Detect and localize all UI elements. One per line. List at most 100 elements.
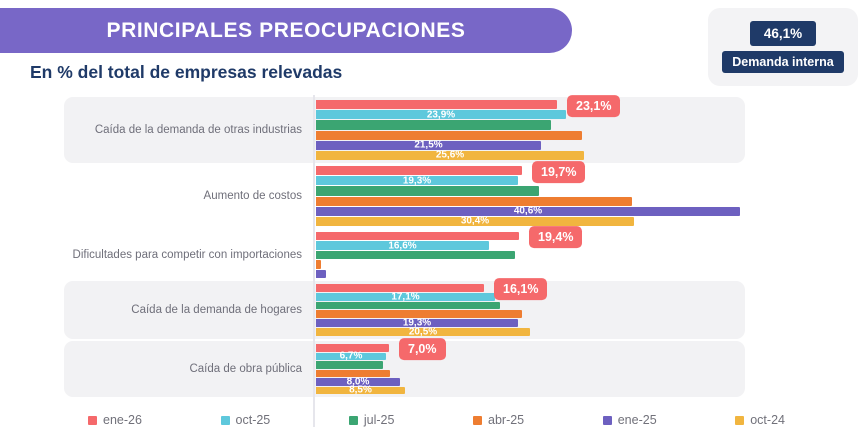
category-label: Caída de la demanda de otras industrias bbox=[94, 124, 302, 136]
legend-label: ene-25 bbox=[617, 413, 657, 427]
bar-row bbox=[316, 120, 862, 130]
legend-item-jul-25[interactable]: jul-25 bbox=[348, 413, 395, 427]
value-label-outside: 23,1% bbox=[567, 94, 621, 117]
bar-oct-24-cat4[interactable]: 20,5% bbox=[316, 326, 530, 338]
bar-jul-25-cat2[interactable] bbox=[316, 186, 539, 196]
category-label: Aumento de costos bbox=[203, 190, 302, 202]
bar-row bbox=[316, 301, 862, 310]
bar-row bbox=[316, 361, 862, 369]
value-label-inside: 40,6% bbox=[513, 205, 543, 217]
bar-ene-26-cat1[interactable] bbox=[316, 100, 557, 110]
bar-ene-26-cat4[interactable] bbox=[316, 284, 484, 292]
bar-ene-25-cat2[interactable]: 40,6% bbox=[316, 205, 740, 217]
legend-item-oct-24[interactable]: oct-24 bbox=[735, 413, 785, 427]
bar-row: 23,1% bbox=[316, 94, 862, 117]
bar-row: 23,9% bbox=[316, 109, 862, 121]
bar-row bbox=[316, 130, 862, 140]
chart-subtitle: En % del total de empresas relevadas bbox=[30, 62, 343, 82]
legend-item-ene-25[interactable]: ene-25 bbox=[602, 413, 657, 427]
bar-row: 21,5% bbox=[316, 139, 862, 151]
bar-ene-25-cat1[interactable]: 21,5% bbox=[316, 139, 541, 151]
bar-row: 6,7% bbox=[316, 350, 862, 362]
chart-legend: ene-26 oct-25 jul-25 abr-25 ene-25 oct-24 bbox=[88, 413, 785, 427]
demand-badge-value: 46,1% bbox=[749, 21, 817, 46]
bar-oct-25-cat1[interactable]: 23,9% bbox=[316, 109, 566, 121]
bar-row: 8,0% bbox=[316, 376, 862, 388]
bar-row: 8,5% bbox=[316, 384, 862, 396]
category-label: Caída de obra pública bbox=[189, 363, 302, 375]
value-label-inside: 16,6% bbox=[388, 240, 417, 252]
bar-abr-25-cat4[interactable] bbox=[316, 310, 522, 319]
page-title: PRINCIPALES PREOCUPACIONES bbox=[106, 18, 466, 42]
bar-row: 40,6% bbox=[316, 205, 862, 217]
bar-abr-25-cat5[interactable] bbox=[316, 369, 390, 377]
bar-row bbox=[316, 260, 862, 269]
bar-oct-25-cat4[interactable]: 17,1% bbox=[316, 291, 495, 303]
bar-row: 20,5% bbox=[316, 326, 862, 338]
bar-row: 30,4% bbox=[316, 215, 862, 227]
value-label-inside: 30,4% bbox=[460, 215, 490, 227]
bar-oct-25-cat3[interactable]: 16,6% bbox=[316, 240, 489, 252]
bar-row bbox=[316, 186, 862, 196]
value-label-inside: 21,5% bbox=[414, 139, 443, 151]
bar-oct-24-cat2[interactable]: 30,4% bbox=[316, 215, 634, 227]
bar-row bbox=[316, 196, 862, 206]
bar-ene-25-cat4[interactable]: 19,3% bbox=[316, 317, 518, 329]
title-banner: PRINCIPALES PREOCUPACIONES bbox=[0, 8, 572, 53]
bar-ene-26-cat5[interactable] bbox=[316, 344, 389, 352]
bar-row: 19,7% bbox=[316, 160, 862, 183]
bar-row: 16,1% bbox=[316, 278, 862, 301]
category-row: Caída de la demanda de otras industrias 2… bbox=[0, 94, 862, 163]
legend-item-ene-26[interactable]: ene-26 bbox=[88, 413, 142, 427]
bar-abr-25-cat1[interactable] bbox=[316, 130, 582, 140]
bar-jul-25-cat5[interactable] bbox=[316, 361, 383, 369]
bar-abr-25-cat2[interactable] bbox=[316, 196, 632, 206]
value-label-inside: 8,5% bbox=[349, 384, 372, 396]
demand-badge-card: 46,1% Demanda interna bbox=[708, 8, 858, 86]
bar-chart: Caída de la demanda de otras industrias 2… bbox=[0, 94, 862, 397]
bar-row bbox=[316, 369, 862, 377]
value-label-inside: 23,9% bbox=[426, 109, 456, 121]
legend-label: oct-24 bbox=[750, 413, 785, 427]
bar-oct-24-cat1[interactable]: 25,6% bbox=[316, 150, 584, 161]
value-label-inside: 6,7% bbox=[339, 350, 363, 362]
bar-ene-26-cat3[interactable] bbox=[316, 232, 519, 241]
bar-row: 19,3% bbox=[316, 317, 862, 329]
legend-label: jul-25 bbox=[363, 413, 395, 427]
legend-swatch-icon bbox=[220, 415, 230, 425]
bar-oct-25-cat5[interactable]: 6,7% bbox=[316, 350, 386, 362]
value-label-outside: 19,7% bbox=[532, 160, 586, 183]
demand-badge-label: Demanda interna bbox=[722, 51, 844, 73]
legend-swatch-icon bbox=[473, 415, 482, 425]
bar-jul-25-cat4[interactable] bbox=[316, 301, 500, 310]
legend-item-oct-25[interactable]: oct-25 bbox=[220, 413, 271, 427]
bar-ene-25-cat3[interactable] bbox=[316, 269, 326, 279]
bar-abr-25-cat3[interactable] bbox=[316, 260, 321, 269]
value-label-outside: 19,4% bbox=[529, 226, 583, 249]
category-label: Caída de la demanda de hogares bbox=[131, 304, 302, 316]
category-row: Aumento de costos 19,7% 19,3% 40,6% 30,4% bbox=[0, 160, 862, 229]
category-label: Dificultades para competir con importaci… bbox=[72, 249, 302, 261]
bar-jul-25-cat1[interactable] bbox=[316, 120, 551, 130]
legend-swatch-icon bbox=[88, 415, 97, 425]
bar-ene-26-cat2[interactable] bbox=[316, 166, 522, 176]
legend-swatch-icon bbox=[602, 415, 612, 425]
category-bars: 7,0% 6,7% 8,0% 8,5% bbox=[316, 337, 862, 396]
legend-item-abr-25[interactable]: abr-25 bbox=[473, 413, 524, 427]
bar-ene-25-cat5[interactable]: 8,0% bbox=[316, 376, 400, 388]
category-row: Dificultades para competir con importaci… bbox=[0, 226, 862, 281]
bar-row: 25,6% bbox=[316, 150, 862, 161]
bar-row: 19,4% bbox=[316, 226, 862, 249]
bar-oct-24-cat5[interactable]: 8,5% bbox=[316, 384, 405, 396]
value-label-inside: 8,0% bbox=[346, 376, 370, 388]
bar-jul-25-cat3[interactable] bbox=[316, 250, 515, 260]
legend-label: oct-25 bbox=[235, 413, 271, 427]
value-label-inside: 19,3% bbox=[402, 175, 432, 187]
value-label-inside: 17,1% bbox=[391, 291, 420, 303]
bar-oct-25-cat2[interactable]: 19,3% bbox=[316, 175, 518, 187]
value-label-inside: 20,5% bbox=[408, 326, 438, 338]
bar-row bbox=[316, 250, 862, 260]
value-label-inside: 19,3% bbox=[402, 317, 432, 329]
category-bars: 19,4% 16,6% bbox=[316, 226, 862, 279]
